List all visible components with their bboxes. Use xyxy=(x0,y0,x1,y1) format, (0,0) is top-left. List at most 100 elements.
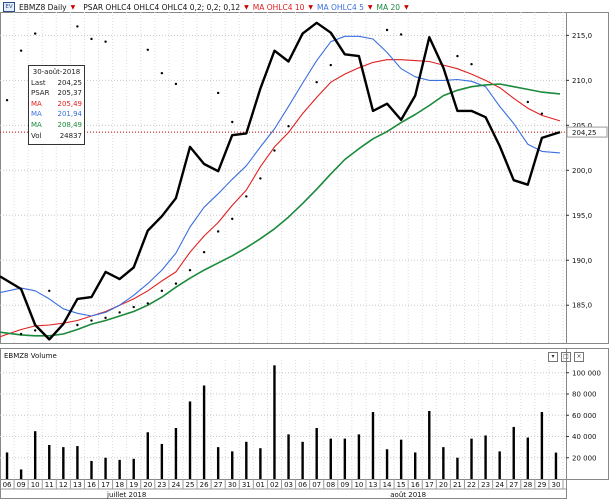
psar-dot xyxy=(118,311,121,314)
x-tick-label: 10 xyxy=(354,481,363,489)
ma5-line xyxy=(0,35,561,317)
psar-dot xyxy=(76,25,79,28)
psar-dot xyxy=(76,323,79,327)
x-tick-label: 03 xyxy=(284,481,293,489)
psar-dot xyxy=(33,32,37,35)
volume-bar xyxy=(315,428,318,479)
volume-bar xyxy=(554,452,558,479)
x-tick-label: 24 xyxy=(171,481,180,489)
volume-panel: 20 000 40 000 60 000 80 000 100 000 xyxy=(0,348,609,480)
collapse-panel-icon[interactable]: ▾ xyxy=(548,352,558,362)
last-price-tag-label: 204,25 xyxy=(572,129,597,137)
info-row-value: 204,25 xyxy=(57,78,83,87)
info-row-label: Vol xyxy=(31,131,42,140)
x-tick-label: 16 xyxy=(411,481,420,489)
month-label: juillet 2018 xyxy=(106,491,146,499)
info-row: PSAR 205,37 xyxy=(31,88,82,99)
price-line xyxy=(0,21,561,341)
volume-bar xyxy=(259,448,262,479)
psar-dot xyxy=(104,316,107,320)
x-tick-label: 26 xyxy=(200,481,209,489)
volume-bar xyxy=(456,457,459,479)
price-tick-label: 190,0 xyxy=(572,257,592,265)
ma5-label: MA OHLC4 5 xyxy=(317,2,364,12)
volume-bar xyxy=(385,449,389,479)
instrument-label: EBMZ8 Daily xyxy=(19,2,67,12)
ma10-label: MA OHLC4 10 xyxy=(252,2,305,12)
volume-tick-label: 40 000 xyxy=(572,433,597,441)
volume-bar xyxy=(132,458,135,479)
close-panel-icon[interactable]: × xyxy=(574,352,584,362)
volume-tick-label: 60 000 xyxy=(572,412,597,420)
x-tick-label: 19 xyxy=(129,481,138,489)
x-tick-label: 27 xyxy=(509,481,518,489)
volume-bar xyxy=(48,445,51,479)
volume-bar xyxy=(245,441,248,479)
maximize-panel-icon[interactable]: □ xyxy=(561,352,571,362)
dropdown-arrow-icon[interactable]: ▼ xyxy=(70,3,76,11)
info-row-label: MA xyxy=(31,120,42,129)
psar-dot xyxy=(202,250,206,254)
info-row-value: 208,49 xyxy=(57,120,83,129)
info-row-label: MA xyxy=(31,110,42,119)
x-tick-label: 17 xyxy=(425,481,434,489)
x-tick-label: 06 xyxy=(3,481,12,489)
x-tick-label: 13 xyxy=(369,481,378,489)
volume-bar xyxy=(104,457,107,479)
psar-dot xyxy=(19,332,23,336)
x-tick-label: 23 xyxy=(481,481,490,489)
volume-bar xyxy=(399,439,403,479)
volume-bar xyxy=(343,438,347,479)
volume-bar xyxy=(484,435,487,479)
info-row-value: 205,37 xyxy=(57,89,83,98)
volume-bar xyxy=(202,385,206,479)
volume-bar xyxy=(19,469,23,479)
volume-bar xyxy=(62,447,65,479)
psar-dot xyxy=(160,289,164,293)
x-tick-label: 28 xyxy=(523,481,532,489)
info-row-value: 201,94 xyxy=(57,110,83,119)
info-row-value: 205,49 xyxy=(57,99,83,108)
x-tick-label: 18 xyxy=(115,481,124,489)
ma20-line xyxy=(0,83,561,337)
dropdown-arrow-icon[interactable]: ▼ xyxy=(404,3,409,11)
ma20-label: MA 20 xyxy=(376,2,401,12)
x-tick-label: 21 xyxy=(453,481,462,489)
x-tick-label: 22 xyxy=(467,481,476,489)
psar-dot xyxy=(216,230,220,233)
dropdown-arrow-icon[interactable]: ▼ xyxy=(308,3,314,11)
info-row: MA 208,49 xyxy=(31,120,82,131)
last-price-tag xyxy=(566,126,608,138)
volume-bar xyxy=(470,438,473,479)
dropdown-arrow-icon[interactable]: ▼ xyxy=(244,3,249,11)
info-row-label: PSAR xyxy=(31,89,50,98)
info-date: 30-août-2018 xyxy=(32,68,81,76)
price-panel-frame xyxy=(0,12,609,344)
volume-bar xyxy=(526,437,530,479)
x-tick-label: 14 xyxy=(383,481,392,489)
x-tick-label: 30 xyxy=(228,481,237,489)
volume-bar xyxy=(273,365,276,479)
x-tick-label: 07 xyxy=(312,481,321,489)
psar-dot xyxy=(174,282,178,285)
volume-bar xyxy=(442,447,445,479)
info-row: Vol 24837 xyxy=(31,131,82,142)
psar-dot xyxy=(329,63,332,67)
volume-bar xyxy=(329,438,332,479)
month-label: août 2018 xyxy=(390,491,426,499)
volume-tick-label: 20 000 xyxy=(572,454,597,462)
x-tick-label: 27 xyxy=(214,481,223,489)
info-row-label: MA xyxy=(31,99,42,108)
psar-dot xyxy=(48,289,51,293)
volume-bar xyxy=(90,460,93,479)
psar-dot xyxy=(245,195,248,198)
volume-bar xyxy=(160,443,164,479)
x-tick-label: 20 xyxy=(143,481,152,489)
dropdown-arrow-icon[interactable]: ▼ xyxy=(367,3,373,11)
x-tick-label: 17 xyxy=(101,481,110,489)
psar-dot xyxy=(470,62,473,66)
x-tick-label: 06 xyxy=(298,481,307,489)
volume-bar xyxy=(216,447,220,479)
volume-tick-label: 100 000 xyxy=(572,369,601,377)
